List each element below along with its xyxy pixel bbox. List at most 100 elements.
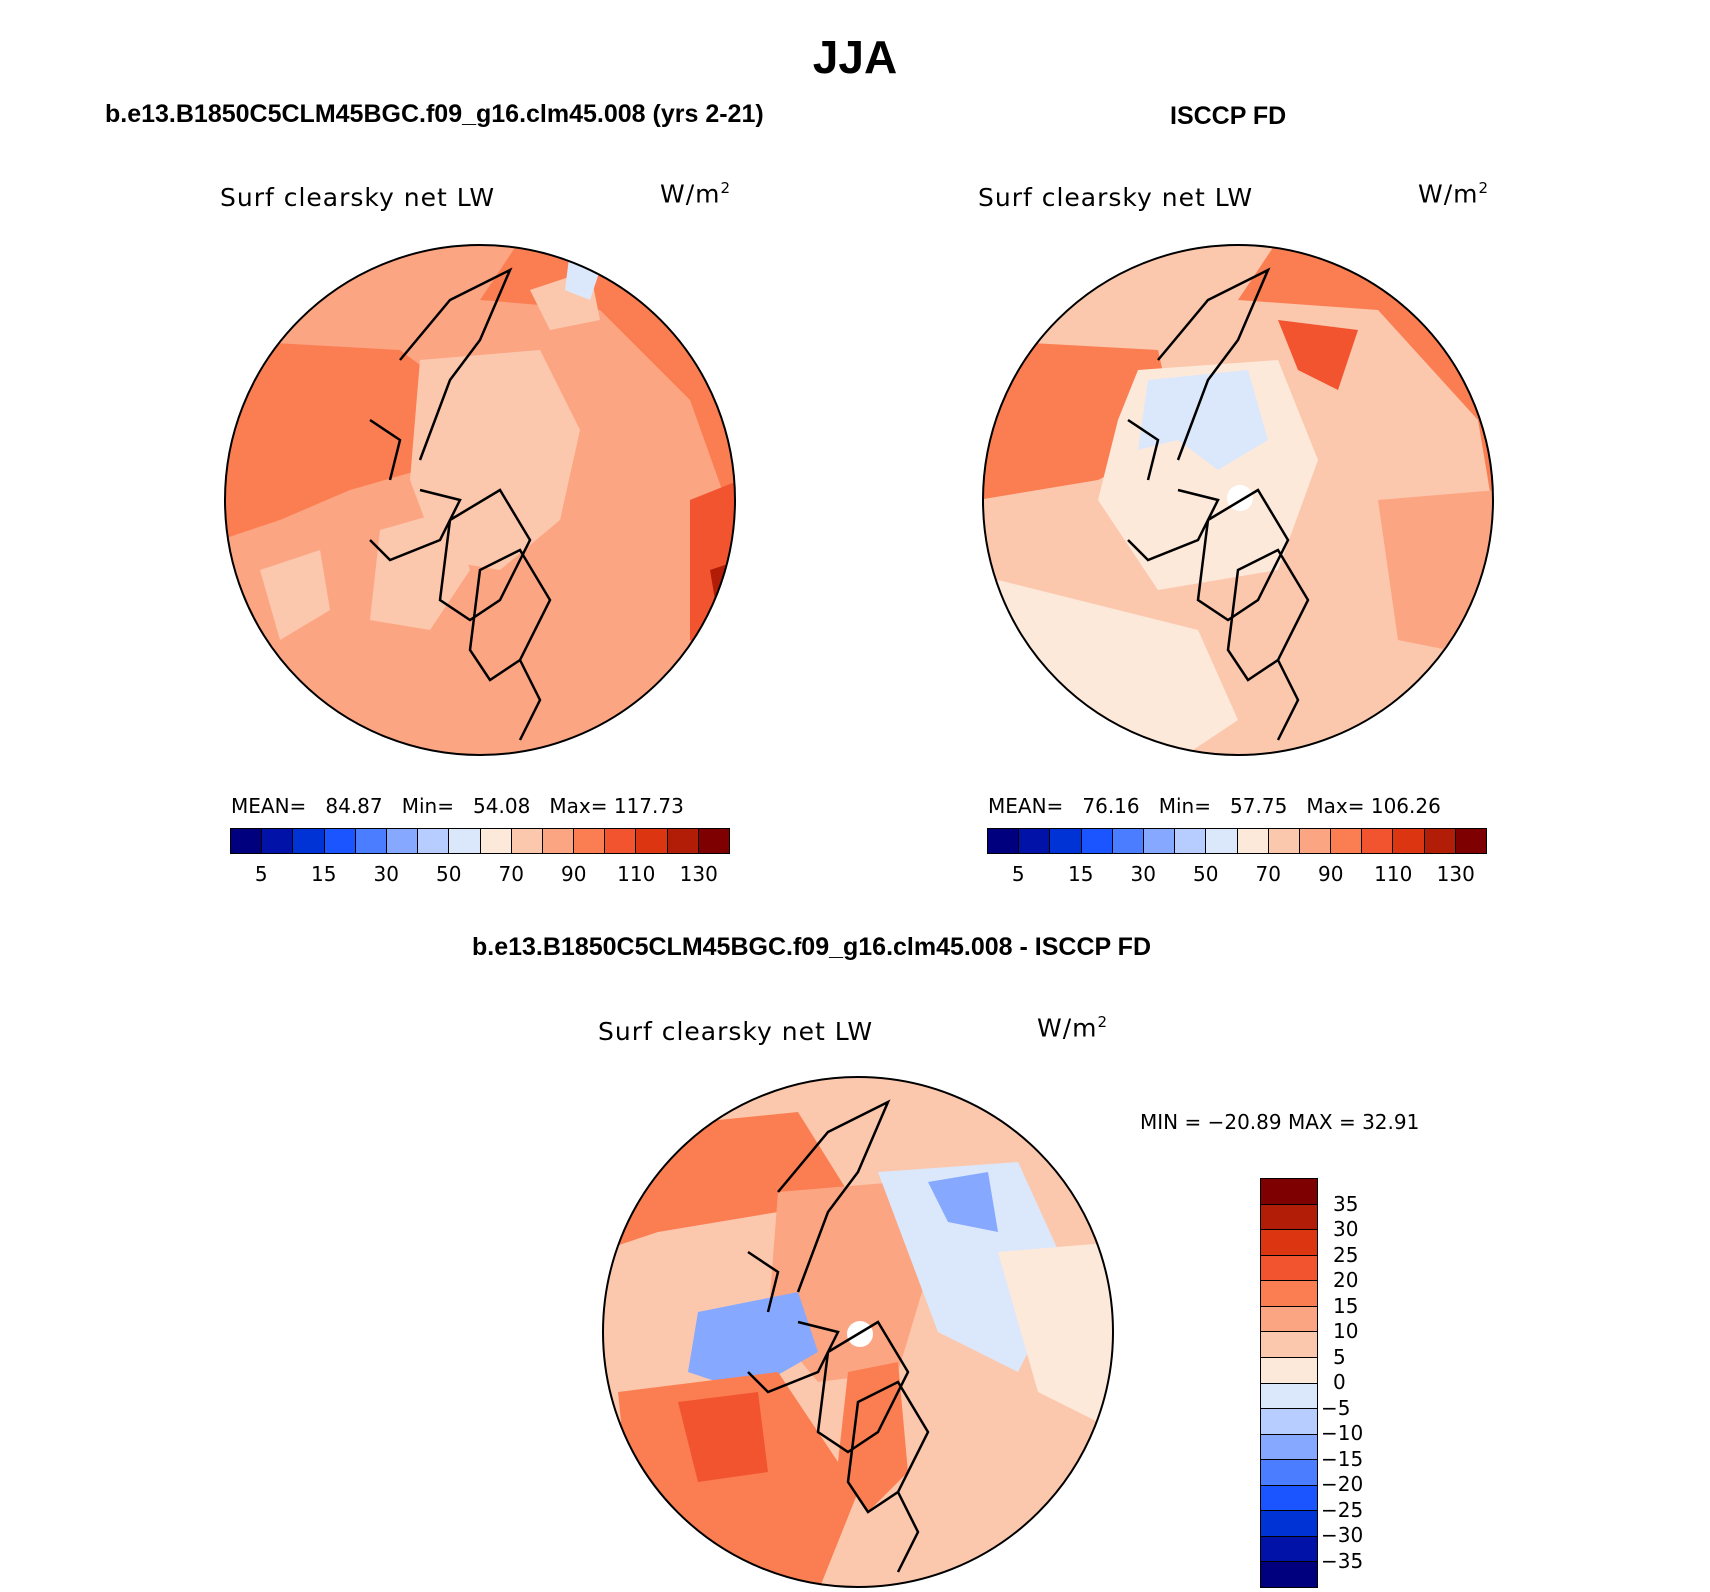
diff-colorbar-swatch xyxy=(1261,1460,1317,1486)
model-colorbar-swatch xyxy=(418,829,450,853)
diff-colorbar-swatch xyxy=(1261,1204,1317,1231)
model-colorbar-swatch xyxy=(355,829,387,853)
obs-map-boundary xyxy=(982,244,1494,756)
model-map-region-greenland xyxy=(370,510,470,630)
obs-colorbar-swatch xyxy=(1424,829,1456,853)
obs-colorbar-swatch xyxy=(1393,829,1425,853)
model-colorbar-swatch xyxy=(698,829,729,853)
diff-colorbar-swatch xyxy=(1261,1179,1317,1205)
diff-colorbar-tick-label: 30 xyxy=(1333,1217,1359,1241)
diff-colorbar-tick-label: 5 xyxy=(1333,1344,1346,1369)
diff-colorbar-tick-label: 35 xyxy=(1333,1191,1359,1216)
obs-units-label: W/m2 xyxy=(1418,179,1490,209)
model-colorbar-swatch xyxy=(542,829,575,853)
diff-units-label: W/m2 xyxy=(1037,1013,1109,1043)
diff-colorbar-swatch xyxy=(1261,1332,1317,1358)
model-colorbar-swatch xyxy=(636,829,668,853)
model-colorbar-tick-label: 50 xyxy=(436,862,462,886)
obs-panel-title: ISCCP FD xyxy=(1170,102,1287,130)
diff-map-boundary xyxy=(602,1076,1114,1588)
diff-map-region-norway xyxy=(838,1362,908,1512)
model-colorbar-tick-label: 15 xyxy=(311,862,337,886)
model-colorbar-swatch xyxy=(480,829,512,853)
diff-colorbar-tick-label: 0 xyxy=(1333,1370,1346,1394)
diff-polar-map xyxy=(602,1076,1114,1588)
diff-colorbar-tick-label: 20 xyxy=(1333,1268,1359,1292)
diff-map-region-min xyxy=(928,1172,998,1232)
diff-map-region-east-asia xyxy=(998,1242,1113,1432)
obs-colorbar-swatch xyxy=(1268,829,1300,853)
diff-colorbar-swatch xyxy=(1261,1536,1317,1563)
model-colorbar-swatch xyxy=(667,829,699,853)
model-stats: MEAN= 84.87 Min= 54.08 Max= 117.73 xyxy=(231,794,684,818)
diff-variable-label: Surf clearsky net LW xyxy=(598,1017,874,1046)
obs-colorbar-tick-label: 110 xyxy=(1374,862,1413,886)
diff-colorbar-tick-label: 15 xyxy=(1333,1293,1359,1318)
diff-colorbar-tick-label: −25 xyxy=(1321,1497,1364,1522)
model-units-label: W/m2 xyxy=(660,179,732,209)
diff-map-region-archipelago xyxy=(688,1292,818,1392)
figure-title: JJA xyxy=(812,31,898,83)
model-colorbar xyxy=(230,828,730,854)
diff-colorbar-swatch xyxy=(1261,1562,1317,1587)
diff-colorbar-swatch xyxy=(1261,1255,1317,1282)
model-colorbar-swatch xyxy=(386,829,419,853)
diff-colorbar xyxy=(1260,1178,1318,1588)
model-colorbar-tick-label: 110 xyxy=(617,862,656,886)
obs-colorbar-swatch xyxy=(1331,829,1363,853)
model-colorbar-swatch xyxy=(605,829,637,853)
diff-panel-title: b.e13.B1850C5CLM45BGC.f09_g16.clm45.008 … xyxy=(472,933,1152,961)
diff-colorbar-swatch xyxy=(1261,1383,1317,1410)
model-colorbar-tick-label: 30 xyxy=(373,862,399,886)
model-map-region-alaska xyxy=(260,550,330,640)
model-panel-title: b.e13.B1850C5CLM45BGC.f09_g16.clm45.008 … xyxy=(105,100,764,128)
model-colorbar-tick-label: 70 xyxy=(498,862,524,886)
obs-colorbar-swatch xyxy=(1143,829,1176,853)
diff-map-coastlines xyxy=(747,1099,930,1573)
diff-colorbar-tick-label: 10 xyxy=(1333,1319,1359,1343)
model-colorbar-swatch xyxy=(231,829,263,853)
model-colorbar-tick-label: 90 xyxy=(561,862,587,886)
obs-colorbar-swatch xyxy=(1299,829,1332,853)
obs-polar-map xyxy=(982,244,1494,756)
obs-colorbar-tick-label: 50 xyxy=(1193,862,1219,886)
model-colorbar-swatch xyxy=(449,829,481,853)
obs-colorbar-swatch xyxy=(1050,829,1082,853)
obs-colorbar-tick-label: 130 xyxy=(1436,862,1475,886)
diff-colorbar-swatch xyxy=(1261,1230,1317,1256)
diff-colorbar-swatch xyxy=(1261,1434,1317,1461)
obs-colorbar-tick-label: 15 xyxy=(1068,862,1094,886)
diff-colorbar-tick-label: −5 xyxy=(1321,1395,1351,1420)
obs-colorbar-swatch xyxy=(1175,829,1207,853)
diff-colorbar-swatch xyxy=(1261,1485,1317,1512)
diff-colorbar-swatch xyxy=(1261,1306,1317,1333)
model-colorbar-swatch xyxy=(324,829,356,853)
model-colorbar-swatch xyxy=(511,829,543,853)
obs-stats: MEAN= 76.16 Min= 57.75 Max= 106.26 xyxy=(988,794,1441,818)
diff-colorbar-swatch xyxy=(1261,1281,1317,1307)
diff-colorbar-swatch xyxy=(1261,1511,1317,1537)
diff-colorbar-tick-label: −10 xyxy=(1321,1421,1364,1445)
obs-colorbar-swatch xyxy=(1362,829,1394,853)
diff-map-region-max xyxy=(678,1392,768,1482)
obs-colorbar-swatch xyxy=(1237,829,1269,853)
obs-map-region-max xyxy=(1278,320,1358,390)
obs-colorbar-tick-label: 30 xyxy=(1130,862,1156,886)
model-colorbar-swatch xyxy=(262,829,294,853)
diff-colorbar-tick-label: −35 xyxy=(1321,1548,1364,1573)
model-colorbar-tick-label: 130 xyxy=(679,862,718,886)
obs-colorbar-swatch xyxy=(1455,829,1486,853)
model-polar-map xyxy=(224,244,736,756)
diff-colorbar-swatch xyxy=(1261,1409,1317,1435)
model-map-coastlines xyxy=(369,267,552,741)
diff-colorbar-tick-label: 25 xyxy=(1333,1242,1359,1267)
obs-map-coastlines xyxy=(1127,267,1310,741)
obs-colorbar xyxy=(987,828,1487,854)
obs-colorbar-swatch xyxy=(1112,829,1144,853)
diff-colorbar-tick-label: −20 xyxy=(1321,1472,1364,1496)
model-variable-label: Surf clearsky net LW xyxy=(220,183,496,212)
obs-colorbar-tick-label: 70 xyxy=(1255,862,1281,886)
diff-colorbar-swatch xyxy=(1261,1357,1317,1384)
obs-map-region-min xyxy=(1138,370,1268,470)
obs-colorbar-swatch xyxy=(1081,829,1113,853)
